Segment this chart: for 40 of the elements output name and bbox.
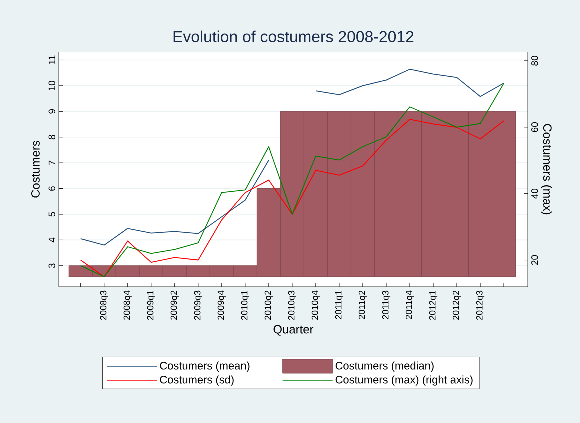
x-tick-label: 2010q1 [241, 290, 250, 320]
x-tick-label: 2011q3 [382, 290, 391, 320]
y2-tick-label: 80 [532, 56, 538, 66]
line-series [80, 83, 504, 278]
y-tick-label: 6 [48, 186, 56, 191]
y-tick-label: 11 [48, 56, 56, 64]
x-tick-label: 2010q4 [312, 290, 320, 320]
y2-tick-label: 60 [532, 122, 538, 132]
legend-label: Costumers (mean) [160, 362, 250, 372]
x-tick-label: 2008q4 [124, 290, 132, 320]
y2-tick-label: 40 [532, 188, 538, 199]
y-tick-label: 3 [48, 264, 56, 268]
y2-axis-title: Costumers (max) [541, 124, 552, 215]
x-tick-label: 2012q1 [429, 290, 438, 320]
y-tick-label: 8 [48, 135, 56, 140]
x-tick-label: 2009q1 [147, 290, 156, 320]
legend-label: Costumers (median) [336, 362, 434, 372]
legend-label: Costumers (sd) [160, 376, 234, 386]
x-tick-label: 2009q3 [194, 290, 202, 320]
y-axis-title: Costumers [31, 141, 40, 198]
x-tick-label: 2011q1 [335, 290, 344, 320]
x-tick-label: 2012q2 [452, 290, 462, 320]
x-tick-label: 2009q2 [170, 290, 179, 320]
y-tick-label: 4 [48, 238, 56, 243]
x-tick-label: 2011q2 [358, 290, 368, 320]
x-tick-label: 2010q2 [264, 290, 273, 320]
y2-tick-label: 20 [532, 255, 538, 266]
x-tick-label: 2012q3 [476, 290, 485, 320]
x-tick-label: 2010q3 [288, 290, 297, 320]
chart-title: Evolution of costumers 2008-2012 [174, 30, 414, 42]
legend-label: Costumers (max) (right axis) [336, 376, 473, 386]
y-tick-label: 9 [48, 109, 56, 114]
y-tick-label: 10 [48, 81, 56, 90]
y-tick-label: 5 [48, 212, 56, 217]
x-tick-label: 2008q3 [100, 290, 108, 320]
y-tick-label: 7 [48, 160, 56, 166]
x-axis-title: Quarter [274, 325, 314, 336]
line-series [80, 119, 504, 278]
x-tick-label: 2009q4 [218, 290, 226, 320]
x-tick-label: 2011q4 [406, 290, 414, 320]
